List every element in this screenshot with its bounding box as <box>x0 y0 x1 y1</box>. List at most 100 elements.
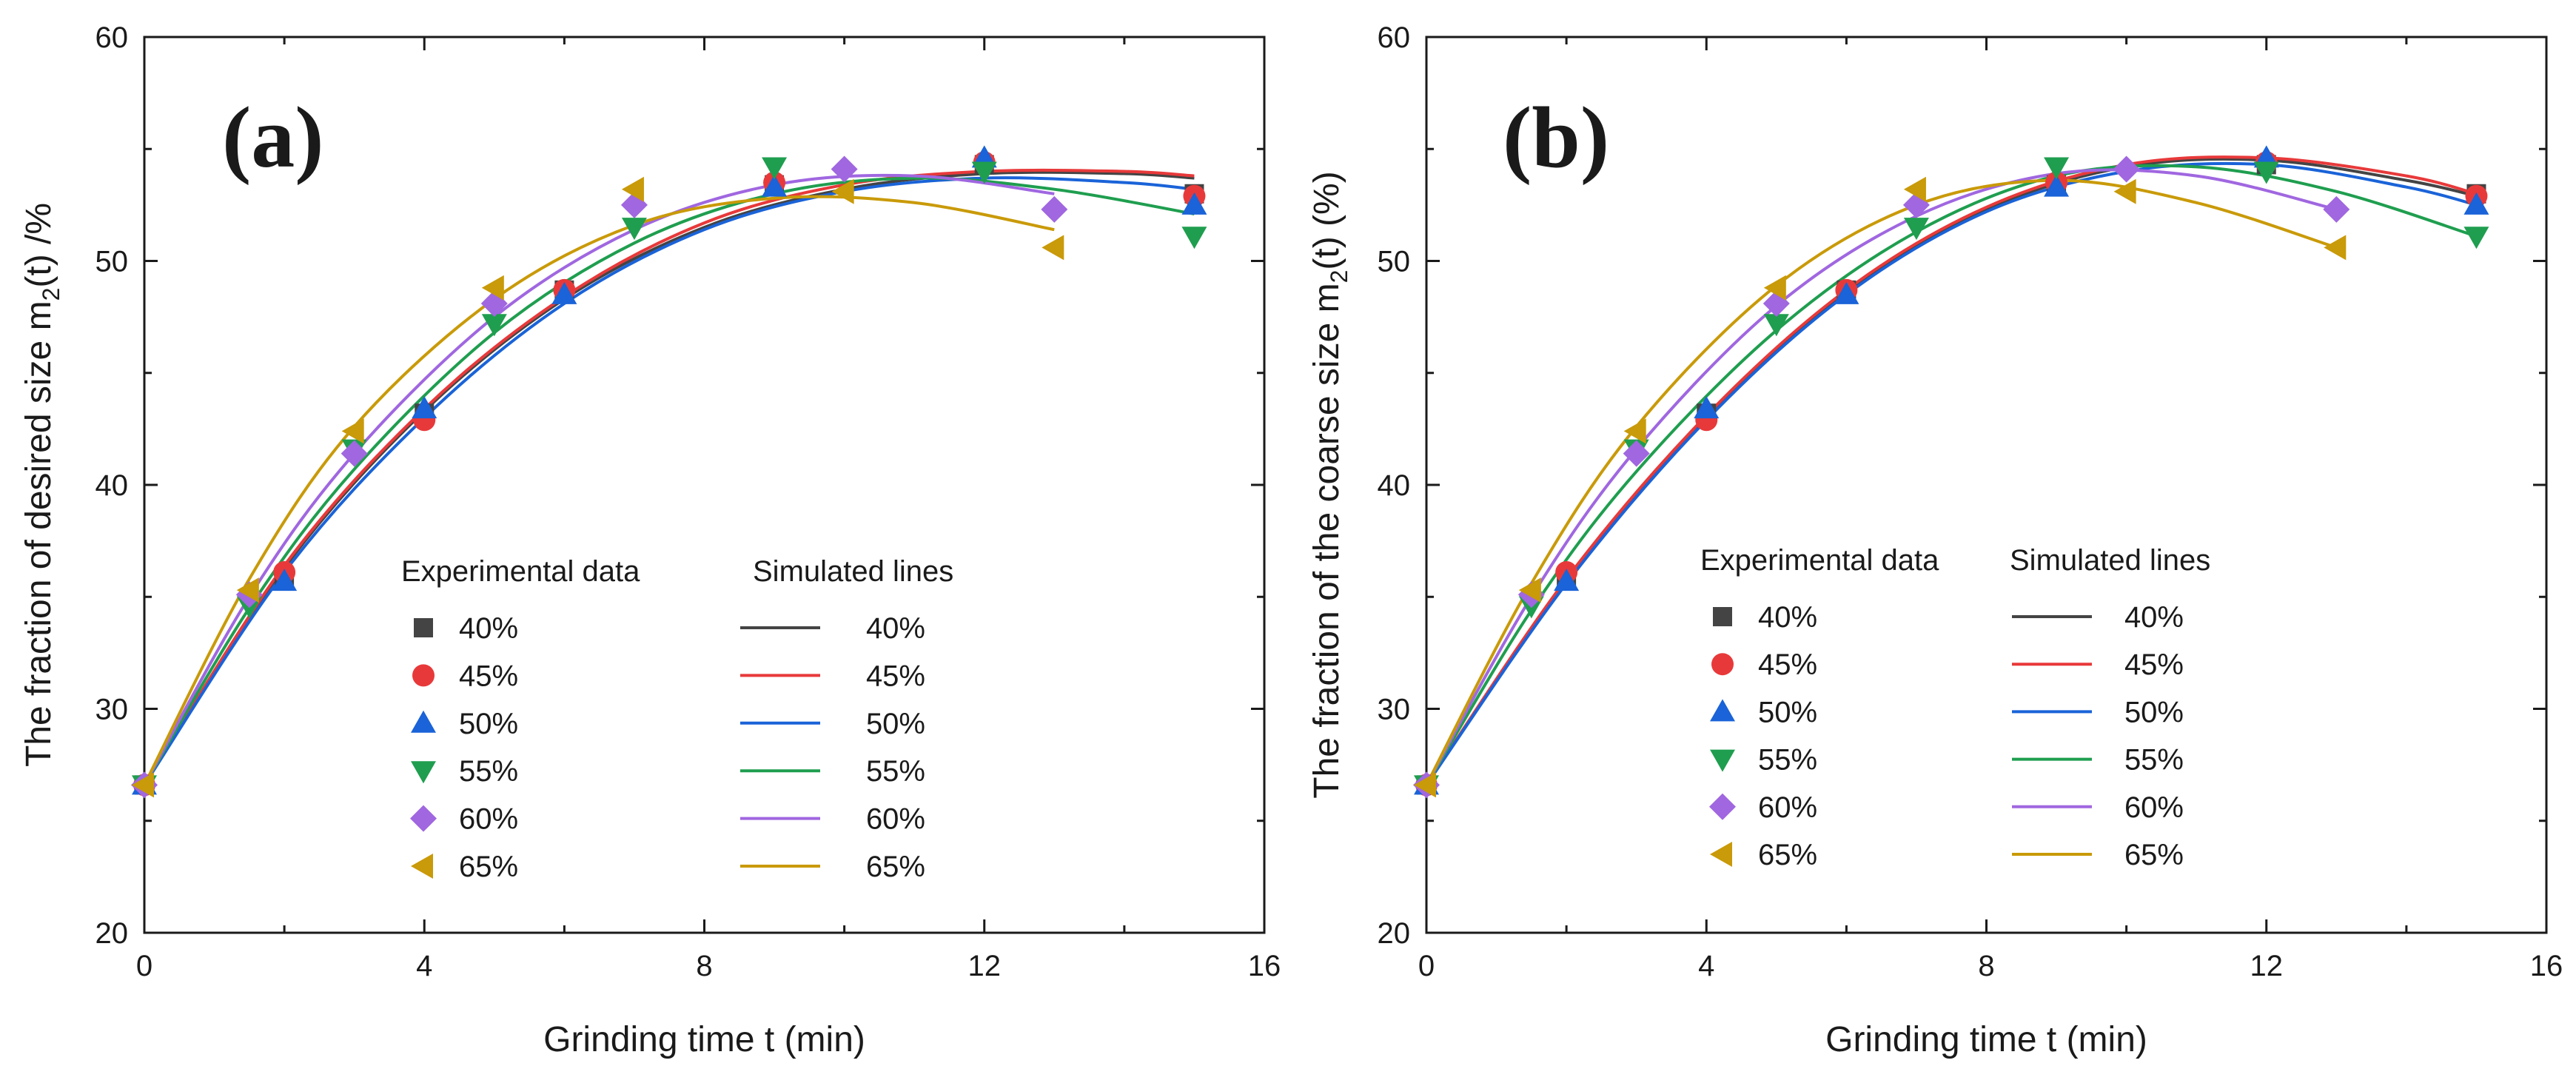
x-tick-label: 12 <box>968 950 1002 982</box>
data-point-65pct <box>1042 235 1064 261</box>
data-point-55pct <box>2253 161 2279 184</box>
y-tick-label: 20 <box>1378 917 1411 950</box>
data-point-50pct <box>2044 174 2070 197</box>
legend-marker-label: 65% <box>1758 839 1817 871</box>
data-point-65pct <box>1763 275 1786 301</box>
legend-header-experimental: Experimental data <box>1700 544 1939 577</box>
simulated-lines <box>1426 155 2478 786</box>
legend-marker-label: 65% <box>459 851 518 883</box>
legend-header-simulated: Simulated lines <box>753 555 953 588</box>
panel-b: 0 4 8 12 16 20 30 40 50 60 Grinding time t (min) Th… <box>1307 21 2563 1059</box>
series-line-45pct <box>1426 155 2477 786</box>
panel-a: 0 4 8 12 16 20 30 40 50 60 Grinding time t (min) Th… <box>19 21 1281 1059</box>
data-point-55pct <box>481 314 507 337</box>
data-point-65pct <box>236 577 259 603</box>
data-point-65pct <box>341 418 364 444</box>
legend-line-label: 60% <box>866 803 925 836</box>
legend-marker-50pct <box>411 710 436 733</box>
data-point-65pct <box>1903 176 1926 202</box>
panel-label: (b) <box>1503 89 1609 186</box>
data-point-50pct <box>2463 192 2489 215</box>
data-point-65pct <box>1414 772 1436 798</box>
data-point-55pct <box>1763 314 1789 337</box>
legend-marker-label: 50% <box>1758 696 1817 728</box>
legend-marker-55pct <box>1710 749 1735 772</box>
experimental-points <box>1413 145 2489 799</box>
data-point-50pct <box>762 174 788 197</box>
data-point-65pct <box>621 176 644 202</box>
series-line-50pct <box>144 176 1195 786</box>
legend-marker-label: 60% <box>1758 791 1817 824</box>
legend-line-label: 45% <box>866 660 925 692</box>
y-axis-title-main: The fraction of the coarse size m <box>1307 283 1346 798</box>
y-tick-label: 50 <box>95 246 129 278</box>
legend-marker-50pct <box>1710 699 1735 722</box>
data-point-55pct <box>971 161 997 184</box>
series-line-40pct <box>1426 157 2477 786</box>
x-tick-label: 8 <box>1978 950 1994 982</box>
legend-line-label: 40% <box>2124 601 2184 634</box>
data-point-50pct <box>1181 192 1207 215</box>
series-line-55pct <box>1426 164 2478 786</box>
legend-line-label: 55% <box>866 755 925 788</box>
x-axis-title: Grinding time t (min) <box>543 1020 865 1059</box>
data-point-55pct <box>2463 227 2489 249</box>
legend-line-label: 45% <box>2124 648 2184 681</box>
legend-marker-40pct <box>414 618 433 637</box>
legend-marker-label: 45% <box>1758 648 1817 681</box>
legend-marker-45pct <box>412 664 435 687</box>
legend-line-label: 65% <box>2124 839 2184 871</box>
legend-line-label: 50% <box>866 708 925 740</box>
data-point-55pct <box>2044 157 2070 180</box>
data-point-55pct <box>1903 218 1929 241</box>
data-point-50pct <box>1694 396 1720 419</box>
data-point-65pct <box>132 772 154 798</box>
series-line-40pct <box>144 170 1195 786</box>
x-tick-label: 12 <box>2250 950 2284 982</box>
legend-marker-label: 55% <box>459 755 518 788</box>
legend-header-simulated: Simulated lines <box>2010 544 2210 577</box>
data-point-65pct <box>1623 418 1646 444</box>
data-point-60pct <box>2323 195 2350 223</box>
legend-marker-label: 40% <box>1758 601 1817 634</box>
legend-line-label: 55% <box>2124 744 2184 777</box>
experimental-points <box>131 145 1207 799</box>
y-axis-title-main: The fraction of desired size m <box>19 301 58 767</box>
y-tick-label: 50 <box>1378 246 1411 278</box>
y-axis-title-subscript: 2 <box>1326 270 1352 284</box>
y-tick-label: 60 <box>95 21 129 54</box>
legend-line-label: 40% <box>866 612 925 645</box>
legend: Experimental data Simulated lines 40% 40% 45… <box>401 555 953 883</box>
data-point-55pct <box>621 218 647 241</box>
x-tick-label: 16 <box>1248 950 1281 982</box>
series-line-45pct <box>144 168 1195 786</box>
x-tick-label: 0 <box>136 950 152 982</box>
x-tick-label: 8 <box>696 950 712 982</box>
data-point-60pct <box>341 440 368 467</box>
data-point-60pct <box>1041 195 1068 223</box>
y-tick-label: 40 <box>1378 469 1411 502</box>
panel-label: (a) <box>222 89 324 186</box>
legend-marker-65pct <box>411 854 433 879</box>
legend-marker-label: 45% <box>459 660 518 692</box>
series-line-65pct <box>144 195 1055 786</box>
data-point-50pct <box>412 396 437 419</box>
legend-marker-40pct <box>1713 607 1732 626</box>
legend: Experimental data Simulated lines 40% 40% 45… <box>1700 544 2210 871</box>
series-line-50pct <box>1426 161 2477 786</box>
data-point-50pct <box>1834 281 1859 304</box>
y-tick-label: 20 <box>95 917 129 950</box>
y-axis-title: The fraction of desired size m2(t) /% <box>19 203 64 767</box>
legend-line-label: 50% <box>2124 696 2184 728</box>
x-tick-label: 16 <box>2530 950 2563 982</box>
data-point-50pct <box>272 569 298 591</box>
series-line-60pct <box>1426 168 2337 786</box>
data-point-65pct <box>831 178 854 204</box>
data-point-55pct <box>762 157 788 180</box>
data-point-50pct <box>551 281 577 304</box>
data-point-50pct <box>1554 569 1580 591</box>
y-tick-label: 30 <box>95 694 129 726</box>
data-point-55pct <box>1181 227 1207 249</box>
